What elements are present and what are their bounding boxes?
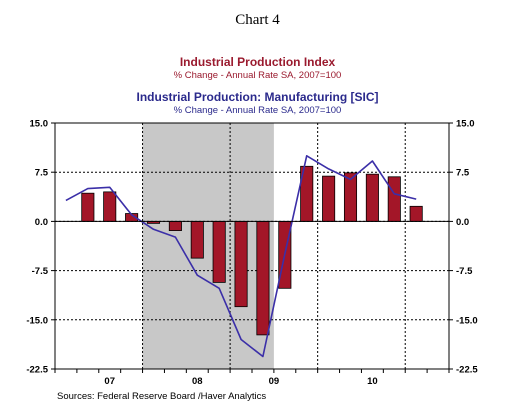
bar — [256, 220, 270, 336]
y-tick-label-left: -22.5 — [26, 365, 48, 376]
y-tick-label-right: -15.0 — [456, 315, 478, 326]
bar — [212, 220, 226, 283]
x-tick-label: 07 — [104, 376, 115, 387]
bar — [322, 175, 336, 222]
y-tick-label-left: -7.5 — [32, 266, 49, 277]
y-tick-label-right: -22.5 — [456, 365, 478, 376]
recession-shading — [142, 123, 274, 369]
y-tick-label-left: -15.0 — [26, 315, 48, 326]
y-tick-label-right: 0.0 — [456, 217, 469, 228]
bar — [168, 220, 182, 231]
series-line — [65, 155, 417, 358]
bar — [387, 176, 401, 222]
x-tick-label: 09 — [269, 376, 280, 387]
bar — [409, 205, 423, 222]
y-tick-label-left: 7.5 — [35, 168, 49, 179]
bar — [81, 192, 95, 222]
y-tick-label-right: 7.5 — [456, 168, 470, 179]
bar — [103, 191, 117, 222]
x-tick-label: 08 — [192, 376, 203, 387]
y-tick-label-right: 15.0 — [456, 119, 475, 130]
x-tick-label: 10 — [367, 376, 378, 387]
series-1-title: Industrial Production Index — [179, 55, 336, 69]
y-tick-label-left: 15.0 — [30, 119, 49, 130]
source-note: Sources: Federal Reserve Board /Haver An… — [57, 391, 267, 402]
series-2-title: Industrial Production: Manufacturing [SI… — [136, 90, 379, 104]
bar — [234, 220, 248, 308]
bar — [365, 173, 379, 222]
y-tick-label-right: -7.5 — [456, 266, 473, 277]
chart-title: Chart 4 — [235, 12, 280, 28]
series-2-subtitle: % Change - Annual Rate SA, 2007=100 — [173, 105, 342, 116]
bar — [190, 220, 204, 259]
y-tick-label-left: 0.0 — [35, 217, 48, 228]
series-1-subtitle: % Change - Annual Rate SA, 2007=100 — [173, 70, 342, 81]
